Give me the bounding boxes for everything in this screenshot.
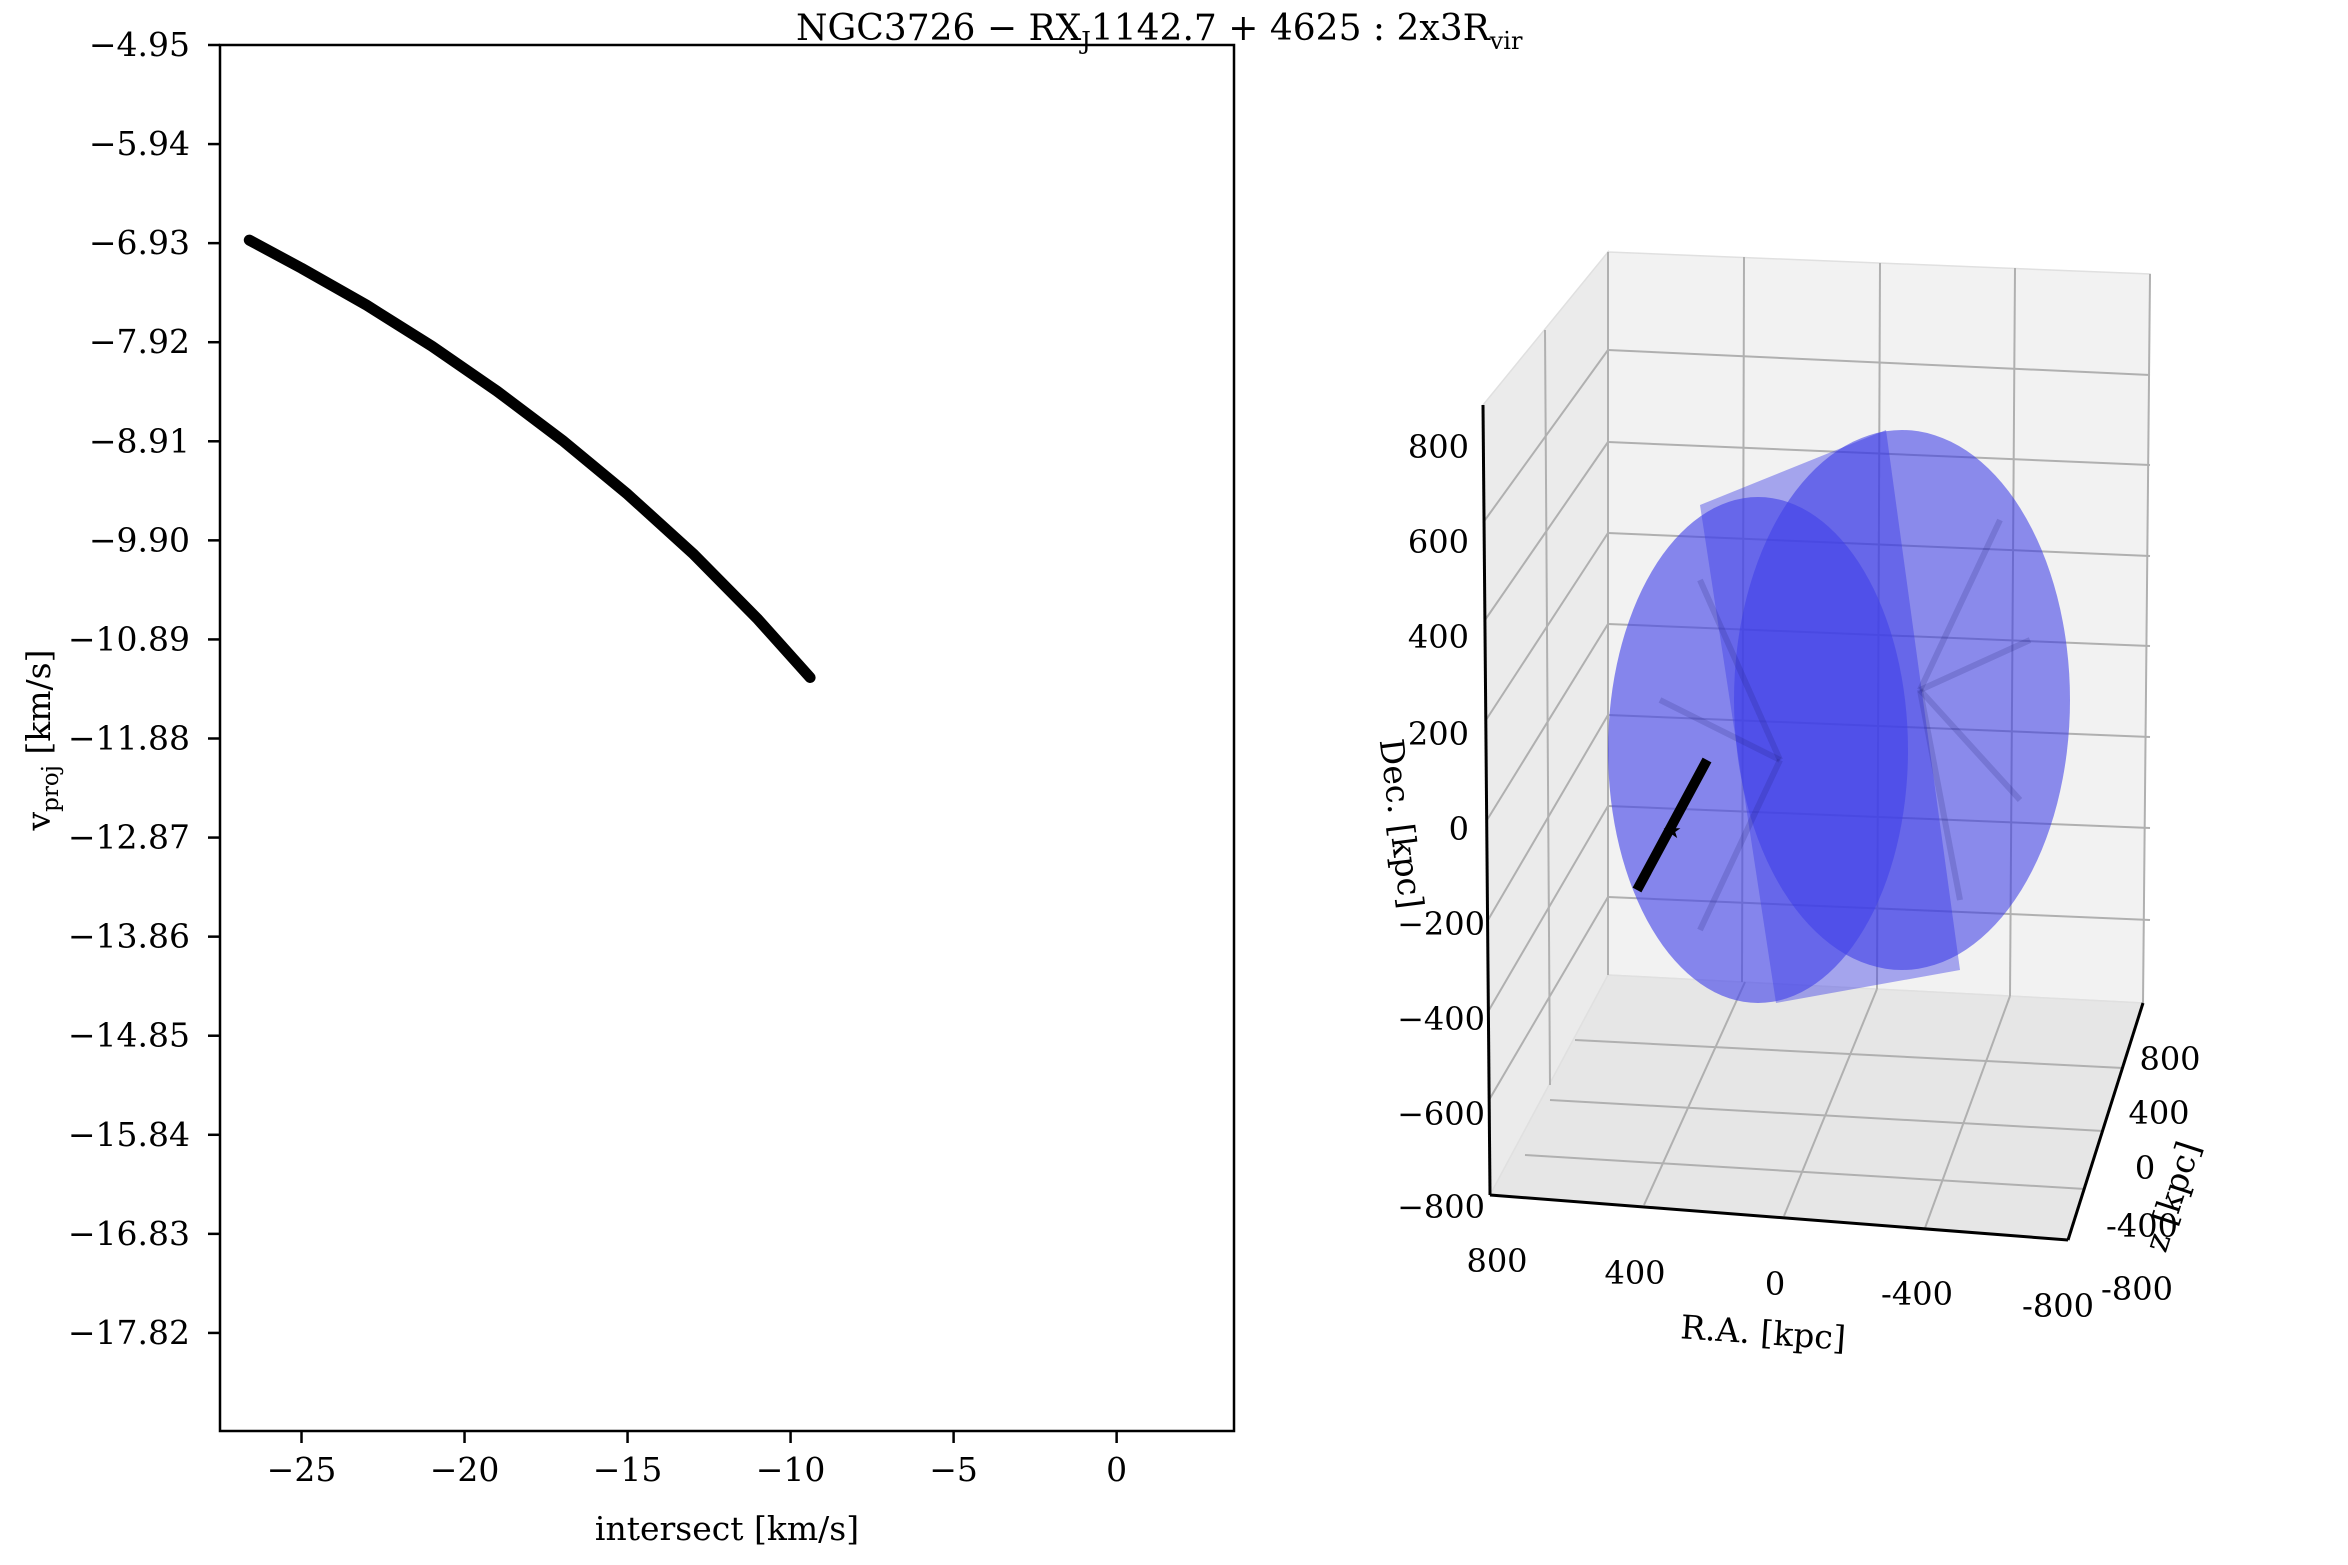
- z-tick-label: 0: [2135, 1149, 2155, 1187]
- dec-tick-label: −400: [1397, 1000, 1485, 1038]
- right-3d-plot: ★ 800 600 400 200 0 −200 −400 −600 −800 …: [1372, 252, 2208, 1358]
- x-tick-label: −20: [430, 1450, 500, 1489]
- x-tick-label: −10: [756, 1450, 826, 1489]
- dec-tick-label: 200: [1408, 715, 1469, 753]
- y-tick-label: −14.85: [68, 1016, 190, 1055]
- y-tick-label: −7.92: [89, 322, 190, 361]
- y-tick-label: −11.88: [68, 719, 190, 758]
- x-tick-label: −15: [593, 1450, 663, 1489]
- ra-tick-label: -800: [2022, 1287, 2094, 1325]
- x-axis-label: intersect [km/s]: [595, 1509, 859, 1548]
- x-tick-label: −25: [267, 1450, 337, 1489]
- dec-axis-label: Dec. [kpc]: [1372, 736, 1432, 910]
- y-tick-label: −10.89: [68, 619, 190, 658]
- galaxy-marker: ★: [1662, 819, 1682, 844]
- y-tick-label: −12.87: [68, 818, 190, 857]
- dec-tick-label: 0: [1449, 810, 1469, 848]
- x-tick-label: 0: [1106, 1450, 1127, 1489]
- z-tick-label: -800: [2101, 1270, 2173, 1308]
- dec-tick-label: −200: [1397, 905, 1485, 943]
- dec-tick-label: −800: [1397, 1188, 1485, 1226]
- y-tick-label: −16.83: [68, 1214, 190, 1253]
- ra-tick-label: 400: [1604, 1254, 1665, 1292]
- y-tick-label: −8.91: [89, 421, 190, 460]
- y-axis-ticks: −4.95 −5.94 −6.93 −7.92 −8.91 −9.90 −10.89 −11.…: [68, 25, 220, 1352]
- x-tick-label: −5: [929, 1450, 978, 1489]
- y-tick-label: −13.86: [68, 917, 190, 956]
- floor-pane: [1490, 975, 2143, 1240]
- ra-tick-label: 0: [1765, 1265, 1785, 1303]
- figure-title: NGC3726 − RXJ1142.7 + 4625 : 2x3Rvir: [796, 8, 1523, 55]
- z-tick-label: 800: [2139, 1040, 2200, 1078]
- dec-tick-label: −600: [1397, 1095, 1485, 1133]
- y-tick-label: −17.82: [68, 1313, 190, 1352]
- y-tick-label: −5.94: [89, 124, 190, 163]
- dec-tick-label: 400: [1408, 618, 1469, 656]
- y-tick-label: −15.84: [68, 1115, 190, 1154]
- left-plot-frame: [220, 45, 1234, 1431]
- z-tick-label: 400: [2128, 1094, 2189, 1132]
- y-tick-label: −4.95: [89, 25, 190, 64]
- ra-axis-label: R.A. [kpc]: [1679, 1307, 1847, 1357]
- dec-tick-label: 800: [1408, 428, 1469, 466]
- ra-axis-ticks: 800 400 0 -400 -800: [1466, 1242, 2093, 1325]
- y-tick-label: −6.93: [89, 223, 190, 262]
- dec-tick-label: 600: [1408, 523, 1469, 561]
- x-axis-ticks: −25 −20 −15 −10 −5 0: [267, 1431, 1127, 1489]
- ra-tick-label: -400: [1881, 1275, 1953, 1313]
- y-tick-label: −9.90: [89, 520, 190, 559]
- y-axis-label: vproj [km/s]: [19, 650, 64, 832]
- left-plot: −25 −20 −15 −10 −5 0 −4.95 −5.94 −6.93 −7.92 −8.9…: [19, 25, 1234, 1548]
- series-line: [249, 240, 810, 677]
- ra-tick-label: 800: [1466, 1242, 1527, 1280]
